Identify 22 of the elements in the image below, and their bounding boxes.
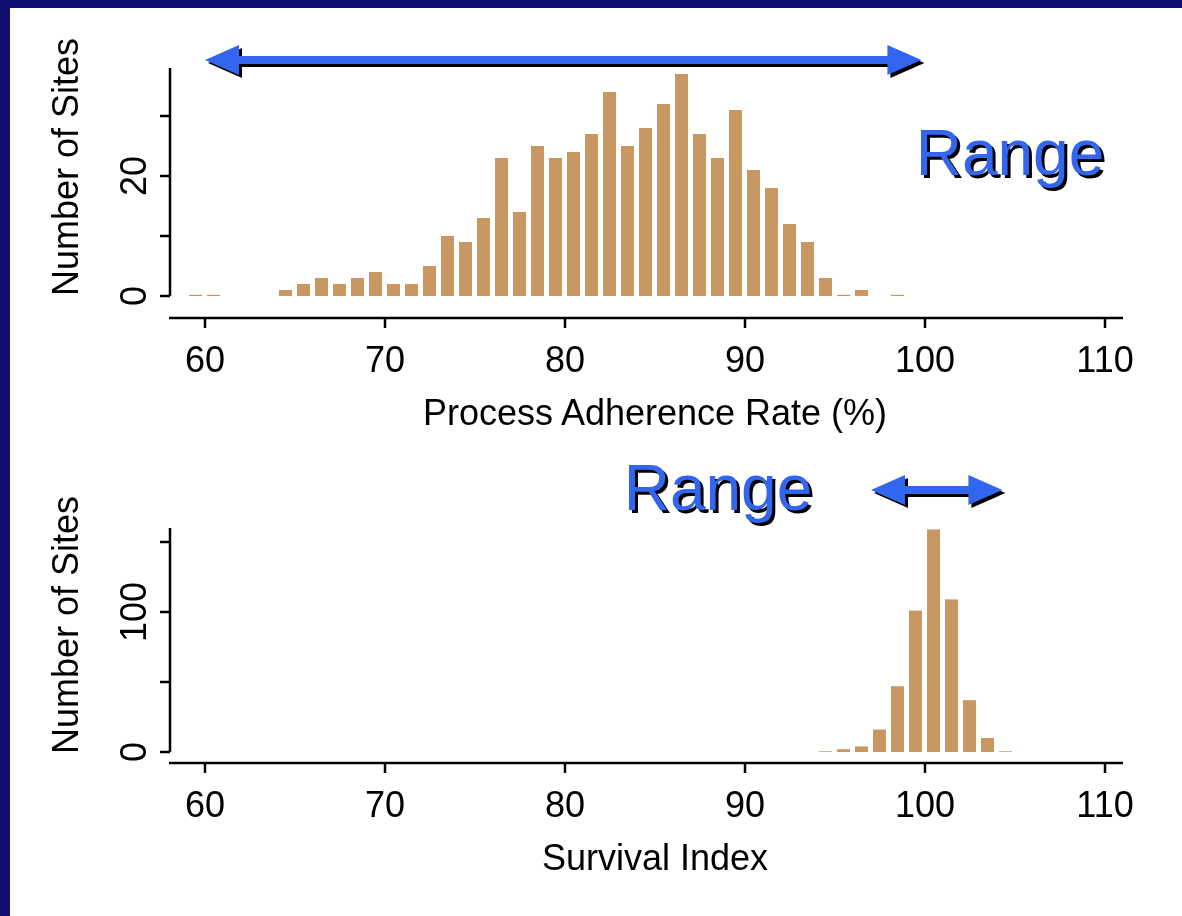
x-tick-label: 90 — [724, 784, 766, 825]
x-tick-label: 90 — [724, 339, 766, 380]
x-tick-label: 80 — [544, 339, 586, 380]
y-axis-title: Number of Sites — [45, 37, 86, 297]
x-tick-label: 110 — [1076, 784, 1134, 825]
x-tick-label: 70 — [364, 339, 406, 380]
annotation: Range — [918, 120, 1108, 192]
x-tick-label: 80 — [544, 784, 586, 825]
x-tick-label: 60 — [184, 784, 226, 825]
y-tick-label: 20 — [113, 155, 154, 197]
x-tick-label: 100 — [894, 784, 956, 825]
x-axis-title: Survival Index — [541, 837, 769, 878]
x-tick-label: 70 — [364, 784, 406, 825]
y-tick-label: 0 — [113, 285, 154, 307]
y-axis-title: Number of Sites — [45, 495, 86, 755]
x-tick-label: 60 — [184, 339, 226, 380]
x-tick-label: 100 — [894, 339, 956, 380]
y-tick-label: 100 — [113, 581, 154, 643]
x-tick-label: 110 — [1076, 339, 1134, 380]
x-axis-title: Process Adherence Rate (%) — [422, 392, 888, 433]
text: Range — [626, 455, 816, 527]
y-tick-label: 0 — [113, 741, 154, 763]
